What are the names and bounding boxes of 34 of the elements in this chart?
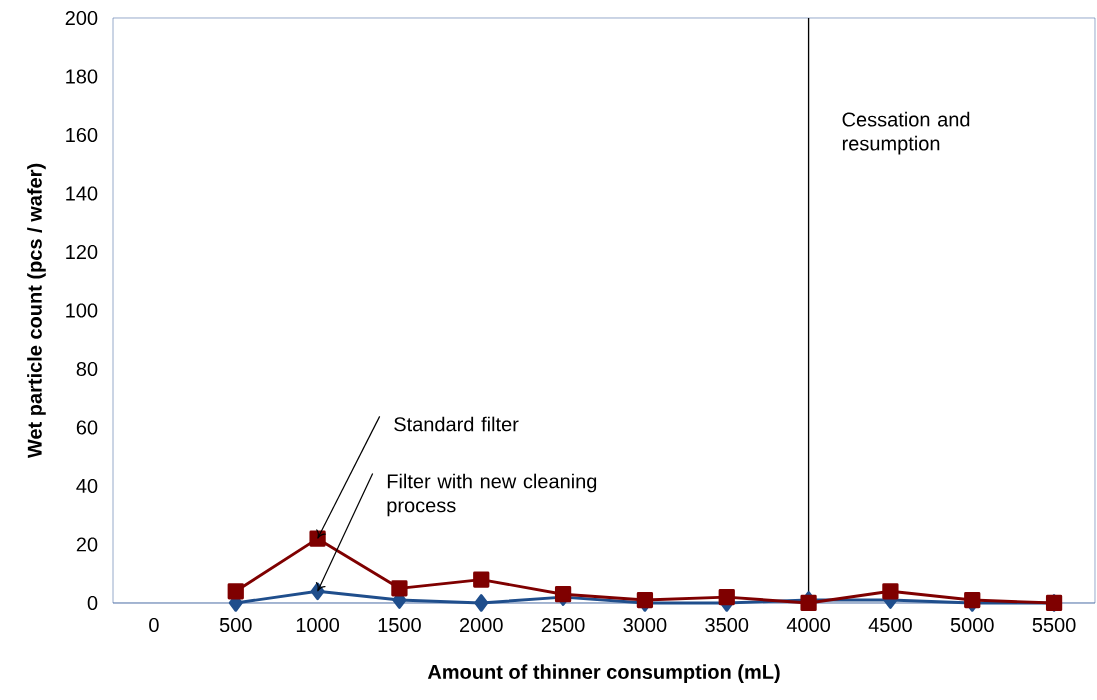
x-tick-label: 0 — [149, 617, 159, 633]
x-tick-label: 2000 — [460, 617, 503, 633]
x-tick-label: 4000 — [786, 617, 831, 633]
y-tick-label: 80 — [76, 361, 98, 377]
x-tick-label: 4500 — [868, 617, 912, 633]
annotation: Filter with new cleaning process — [387, 473, 597, 517]
x-tick-label: 1000 — [296, 617, 340, 633]
y-tick-label: 20 — [76, 537, 98, 552]
y-tick-label: 40 — [76, 478, 98, 494]
y-tick-label: 0 — [87, 595, 98, 611]
y-tick-label: 140 — [66, 186, 98, 201]
annotation: Standard filter — [394, 416, 519, 432]
x-tick-label: 1500 — [378, 617, 421, 633]
x-tick-label: 3000 — [623, 617, 667, 633]
y-tick-label: 120 — [66, 244, 98, 260]
point — [718, 589, 735, 606]
x-tick-label: 500 — [219, 617, 252, 633]
x-tick-label: 5000 — [950, 617, 994, 633]
x-tick-label: 5500 — [1032, 617, 1076, 633]
y-tick-label: 60 — [76, 420, 98, 435]
point — [227, 583, 244, 600]
y-tick-label: 100 — [66, 303, 98, 318]
ref-line-label: Cessation and resumption — [842, 111, 970, 155]
y-tick-label: 200 — [65, 10, 98, 26]
point — [882, 583, 899, 600]
y-tick-label: 160 — [66, 127, 98, 143]
x-tick-label: 2500 — [541, 617, 585, 633]
x-tick-label: 3500 — [705, 617, 749, 633]
y-axis-title: Wet particle count (pcs / wafer) — [27, 163, 46, 459]
point — [473, 571, 490, 588]
point — [391, 580, 408, 597]
x-axis-title: Amount of thinner consumption (mL) — [427, 664, 780, 683]
point — [474, 594, 489, 612]
y-tick-label: 180 — [66, 69, 98, 84]
